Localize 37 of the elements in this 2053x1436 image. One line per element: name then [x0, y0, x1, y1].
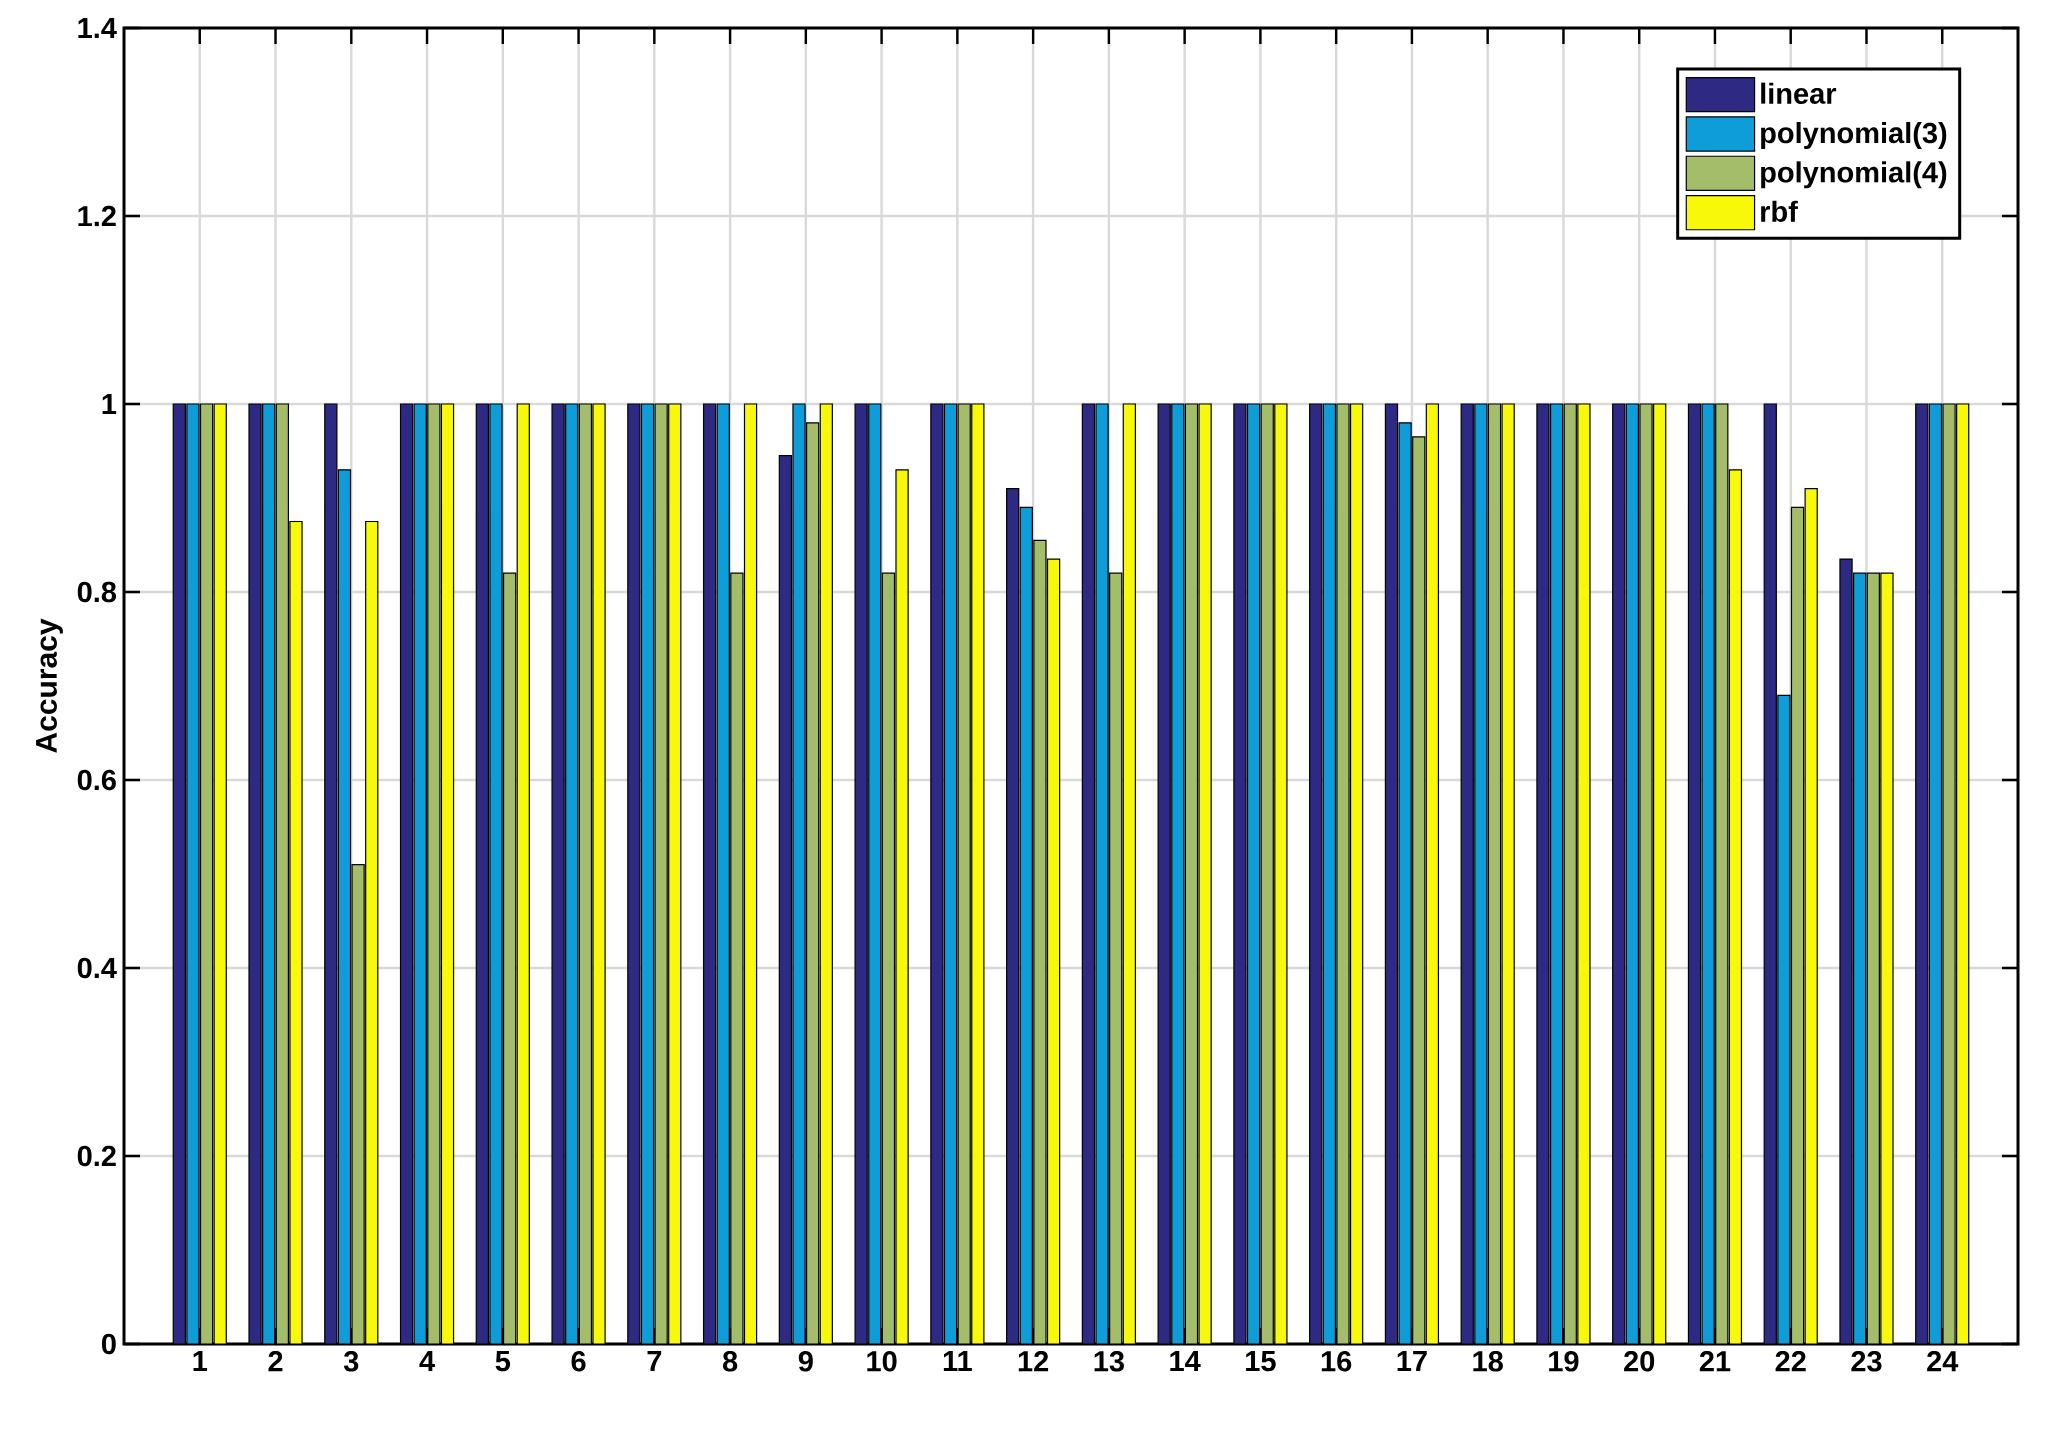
x-tick-label: 19: [1549, 1351, 1579, 1372]
x-tick-label: 18: [1473, 1351, 1503, 1372]
x-tick-label: 4: [419, 1351, 435, 1371]
legend-label: polynomial(4): [1761, 161, 1947, 189]
x-tick-label: 10: [867, 1351, 897, 1372]
x-tick-label: 11: [943, 1351, 972, 1371]
legend-label: rbf: [1761, 200, 1798, 222]
x-tick-label: 15: [1246, 1351, 1276, 1372]
y-tick-label: 0.6: [77, 769, 116, 791]
y-axis-title: Accuracy: [36, 618, 63, 753]
y-tick-label: 0.4: [77, 957, 117, 979]
y-tick-label: 0.8: [77, 581, 117, 603]
y-tick-label: 0.2: [77, 1145, 116, 1167]
x-tick-label: 24: [1927, 1351, 1959, 1372]
x-tick-label: 8: [722, 1351, 738, 1372]
x-tick-label: 22: [1775, 1351, 1806, 1372]
x-tick-label: 13: [1094, 1351, 1124, 1372]
x-tick-label: 9: [798, 1351, 813, 1372]
x-tick-label: 20: [1624, 1351, 1655, 1372]
x-tick-label: 12: [1018, 1351, 1049, 1372]
y-tick-label: 1.2: [78, 205, 116, 227]
y-tick-label: 1.4: [78, 18, 117, 38]
y-tick-label: 1: [102, 394, 117, 414]
x-tick-label: 5: [495, 1351, 511, 1372]
x-tick-label: 21: [1699, 1351, 1731, 1372]
x-tick-label: 23: [1851, 1351, 1882, 1372]
x-tick-label: 14: [1170, 1351, 1201, 1371]
x-tick-label: 1: [193, 1351, 208, 1371]
x-tick-label: 3: [343, 1351, 359, 1372]
legend-label: linear: [1761, 82, 1837, 104]
x-tick-label: 17: [1397, 1351, 1427, 1371]
x-tick-label: 7: [647, 1351, 662, 1371]
x-tick-label: 6: [571, 1351, 586, 1372]
x-tick-label: 2: [268, 1351, 283, 1372]
legend-label: polynomial(3): [1761, 121, 1947, 150]
y-tick-label: 0: [101, 1333, 116, 1355]
x-tick-label: 16: [1321, 1351, 1352, 1372]
